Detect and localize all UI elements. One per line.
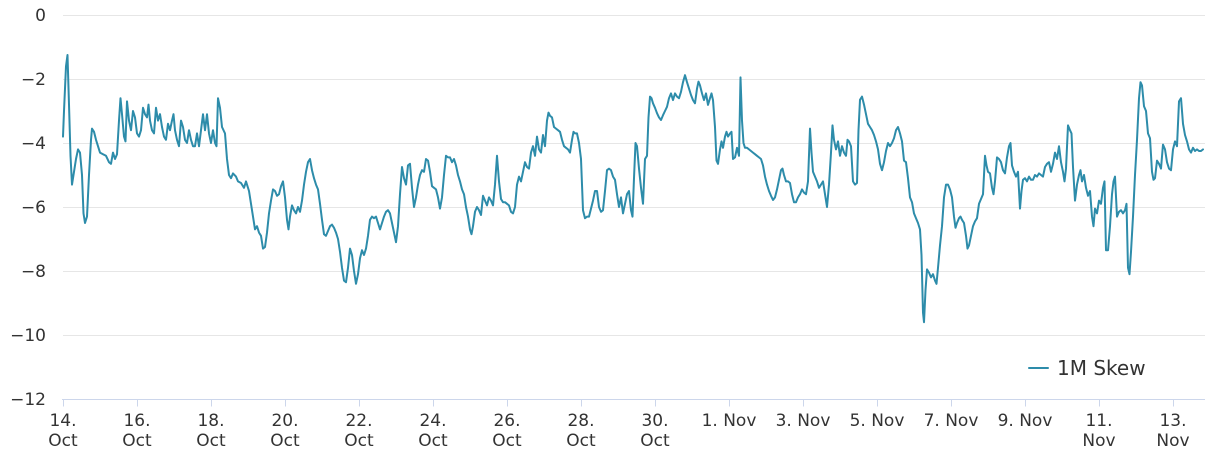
x-axis-label: 26.: [493, 411, 520, 431]
x-axis-label: 18.: [197, 411, 224, 431]
x-axis-label: Oct: [418, 431, 448, 451]
y-axis-label: −8: [21, 262, 46, 282]
y-axis-label: 0: [35, 6, 46, 26]
x-axis-label: 5. Nov: [850, 411, 905, 431]
x-axis-label: 14.: [49, 411, 76, 431]
x-axis-labels: 14.Oct16.Oct18.Oct20.Oct22.Oct24.Oct26.O…: [48, 411, 1189, 451]
x-axis-label: 9. Nov: [998, 411, 1053, 431]
x-axis-label: 30.: [641, 411, 668, 431]
x-axis-label: 13.: [1159, 411, 1186, 431]
x-axis-label: Oct: [196, 431, 226, 451]
x-axis-label: 24.: [419, 411, 446, 431]
x-axis-label: Oct: [122, 431, 152, 451]
x-axis-label: 11.: [1085, 411, 1112, 431]
x-axis-label: Nov: [1156, 431, 1189, 451]
legend-label: 1M Skew: [1057, 356, 1146, 380]
x-axis-label: 16.: [123, 411, 150, 431]
x-axis-label: Oct: [492, 431, 522, 451]
x-axis-label: Oct: [48, 431, 78, 451]
y-axis-label: −4: [21, 134, 46, 154]
x-axis-label: Nov: [1082, 431, 1115, 451]
y-axis-label: −6: [21, 198, 46, 218]
x-axis-label: Oct: [566, 431, 596, 451]
x-axis-label: 1. Nov: [702, 411, 757, 431]
gridlines: [63, 15, 1205, 336]
x-axis-label: 20.: [271, 411, 298, 431]
legend-item-1m-skew[interactable]: 1M Skew: [1028, 356, 1146, 380]
y-axis-label: −10: [10, 326, 46, 346]
legend-line-marker: [1028, 367, 1049, 369]
x-axis-label: Oct: [344, 431, 374, 451]
x-axis-label: 28.: [567, 411, 594, 431]
x-axis-label: 22.: [345, 411, 372, 431]
series-line-1m-skew: [62, 54, 1204, 324]
x-axis-label: 3. Nov: [776, 411, 831, 431]
x-axis-label: 7. Nov: [924, 411, 979, 431]
y-axis-label: −12: [10, 390, 46, 410]
x-axis-label: Oct: [640, 431, 670, 451]
y-axis-labels: 0 −2 −4 −6 −8 −10 −12: [10, 6, 46, 410]
x-axis: [62, 399, 1205, 407]
y-axis-label: −2: [21, 70, 46, 90]
x-axis-label: Oct: [270, 431, 300, 451]
